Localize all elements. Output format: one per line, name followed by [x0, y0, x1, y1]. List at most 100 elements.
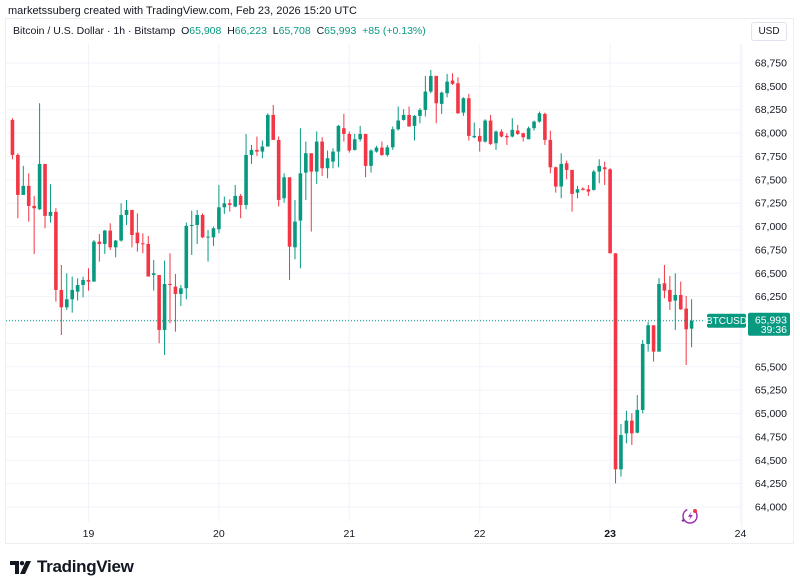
candle-body: [233, 195, 237, 207]
candle-body: [678, 294, 683, 310]
candle-body: [309, 153, 314, 172]
candle: [668, 275, 672, 310]
candle-body: [244, 154, 248, 205]
candle: [238, 193, 243, 219]
candle: [358, 125, 362, 142]
candle: [314, 131, 319, 184]
candle: [92, 239, 96, 282]
candle: [499, 129, 504, 138]
low-label: L: [272, 25, 279, 37]
candle: [331, 148, 335, 169]
candle: [86, 268, 91, 291]
price-tick-label: 65,500: [755, 361, 787, 373]
symbol-title[interactable]: Bitcoin / U.S. Dollar · 1h · Bitstamp: [13, 25, 176, 37]
candle: [244, 133, 248, 210]
candle-body: [592, 171, 596, 190]
bar-countdown: 39:36: [761, 324, 787, 336]
close-label: C: [316, 25, 325, 37]
candle-body: [363, 133, 368, 166]
candle: [81, 276, 85, 298]
candle: [510, 118, 515, 138]
candle: [146, 235, 151, 277]
candle-body: [499, 131, 504, 137]
candle-body: [510, 129, 515, 137]
price-tick-label: 67,750: [755, 151, 787, 163]
candle-body: [385, 147, 390, 155]
candle-body: [75, 284, 80, 292]
candle-body: [657, 283, 661, 352]
candle: [418, 108, 422, 124]
candle-body: [575, 189, 580, 193]
candle: [602, 161, 607, 185]
candle: [266, 113, 270, 147]
candle: [37, 103, 42, 210]
price-tick-label: 65,000: [755, 408, 787, 420]
candle-body: [97, 241, 102, 244]
candle-body: [130, 209, 134, 235]
candle-body: [662, 283, 667, 291]
candle-body: [635, 409, 640, 433]
candle-body: [548, 139, 553, 168]
candle: [189, 210, 194, 255]
candle: [10, 118, 15, 160]
tradingview-brand[interactable]: TradingView: [10, 557, 134, 577]
candle: [157, 274, 161, 344]
candle: [195, 209, 199, 244]
candle: [320, 137, 324, 176]
candle-body: [483, 120, 487, 142]
candle-body: [445, 81, 449, 94]
currency-button[interactable]: USD: [751, 22, 787, 41]
last-price-tag: [748, 312, 790, 336]
candle-body: [581, 188, 585, 190]
price-tick-label: 68,750: [755, 57, 787, 69]
candle: [467, 93, 471, 141]
candle-body: [412, 115, 417, 126]
candle: [352, 133, 357, 151]
candle-body: [608, 169, 612, 254]
candle: [564, 160, 569, 180]
candle-body: [434, 75, 439, 104]
candle: [619, 423, 623, 477]
candle: [483, 119, 487, 143]
candle: [26, 173, 31, 222]
candle: [515, 124, 520, 135]
candle: [113, 239, 118, 258]
candle: [200, 213, 205, 239]
lightning-alert-icon[interactable]: [681, 508, 698, 524]
candle-body: [564, 163, 569, 170]
candle-body: [282, 177, 286, 199]
candle: [526, 126, 531, 140]
candle: [592, 169, 596, 191]
grid-lines: [6, 44, 743, 544]
candle: [412, 114, 417, 141]
candle: [488, 114, 493, 145]
low-value: 65,708: [278, 25, 311, 37]
candle-body: [10, 119, 15, 155]
candle-body: [673, 294, 678, 301]
candle-body: [124, 209, 129, 215]
candle-body: [70, 289, 74, 300]
candle: [450, 73, 455, 85]
candle: [472, 122, 477, 139]
candle-body: [86, 279, 91, 282]
candle: [119, 203, 123, 242]
candle-body: [456, 83, 460, 114]
candle: [407, 106, 411, 127]
candle: [103, 229, 107, 254]
candle: [684, 295, 688, 366]
candle: [390, 126, 395, 150]
candle: [423, 75, 428, 117]
candle: [477, 128, 482, 152]
candle: [206, 229, 210, 262]
candle-body: [162, 283, 167, 330]
candle: [401, 109, 406, 121]
candle-body: [613, 253, 618, 470]
candle: [59, 264, 64, 335]
candle-body: [390, 129, 395, 148]
price-tick-label: 66,500: [755, 268, 787, 280]
candle: [537, 111, 542, 123]
candle-body: [206, 236, 210, 238]
time-tick-label: 24: [735, 528, 747, 540]
candle: [227, 199, 232, 212]
